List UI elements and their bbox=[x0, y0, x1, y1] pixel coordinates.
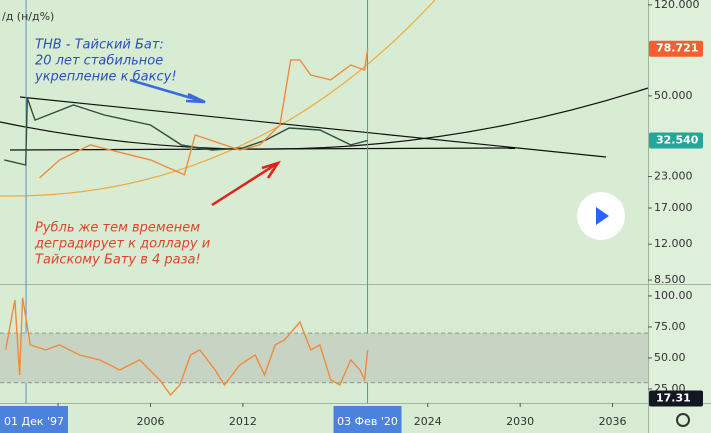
price-tag-label: 32.540 bbox=[656, 134, 699, 147]
y-tick-label: 23.000 bbox=[654, 170, 693, 183]
annotation: Тайскому Бату в 4 раза! bbox=[35, 253, 201, 268]
x-tick-label: 2006 bbox=[136, 415, 164, 428]
price-tag bbox=[649, 40, 703, 57]
play-button[interactable] bbox=[577, 192, 625, 240]
date-tag-label: 01 Дек '97 bbox=[4, 415, 64, 428]
y-tick-label: 17.000 bbox=[654, 201, 693, 214]
price-tag-label: 78.721 bbox=[656, 42, 698, 55]
annotation: Рубль же тем временем bbox=[35, 221, 200, 236]
settings-icon[interactable] bbox=[676, 413, 690, 427]
series-line bbox=[5, 297, 369, 396]
trend-curve bbox=[0, 87, 649, 150]
price-tag bbox=[649, 132, 703, 149]
annotation: ТНВ - Тайский Бат: bbox=[35, 38, 164, 53]
price-axis-bg bbox=[648, 0, 711, 433]
x-tick-label: 2012 bbox=[229, 415, 257, 428]
date-tag-label: 03 Фев '20 bbox=[337, 415, 398, 428]
y-axis-label: /д (н/д%) bbox=[2, 10, 54, 23]
y-tick-label: 50.00 bbox=[654, 351, 686, 364]
trend-line bbox=[19, 96, 607, 158]
x-tick-label: 2036 bbox=[599, 415, 627, 428]
annotation: 20 лет стабильное bbox=[35, 54, 163, 69]
x-tick-label: 2024 bbox=[414, 415, 442, 428]
y-tick-label: 75.00 bbox=[654, 320, 686, 333]
price-tag-label: 17.31 bbox=[656, 392, 691, 405]
y-tick-label: 100.00 bbox=[654, 289, 693, 302]
orange-curve bbox=[0, 0, 436, 197]
y-tick-label: 8.500 bbox=[654, 273, 686, 286]
date-tag bbox=[333, 406, 402, 433]
series-line bbox=[4, 97, 368, 166]
drawings bbox=[0, 0, 649, 207]
y-tick-label: 50.000 bbox=[654, 89, 693, 102]
date-tag bbox=[0, 406, 68, 433]
price-tag bbox=[649, 390, 703, 407]
red-arrow bbox=[211, 160, 282, 207]
annotation: деградирует к доллару и bbox=[34, 237, 210, 252]
y-tick-label: 120.000 bbox=[654, 0, 700, 11]
blue-arrow bbox=[129, 78, 206, 104]
x-tick-label: 2030 bbox=[506, 415, 534, 428]
gear[interactable] bbox=[676, 413, 690, 427]
series-line bbox=[39, 48, 369, 179]
annotation: укрепление к баксу! bbox=[34, 70, 177, 85]
play-icon[interactable] bbox=[596, 207, 609, 225]
y-tick-label: 12.000 bbox=[654, 237, 693, 250]
